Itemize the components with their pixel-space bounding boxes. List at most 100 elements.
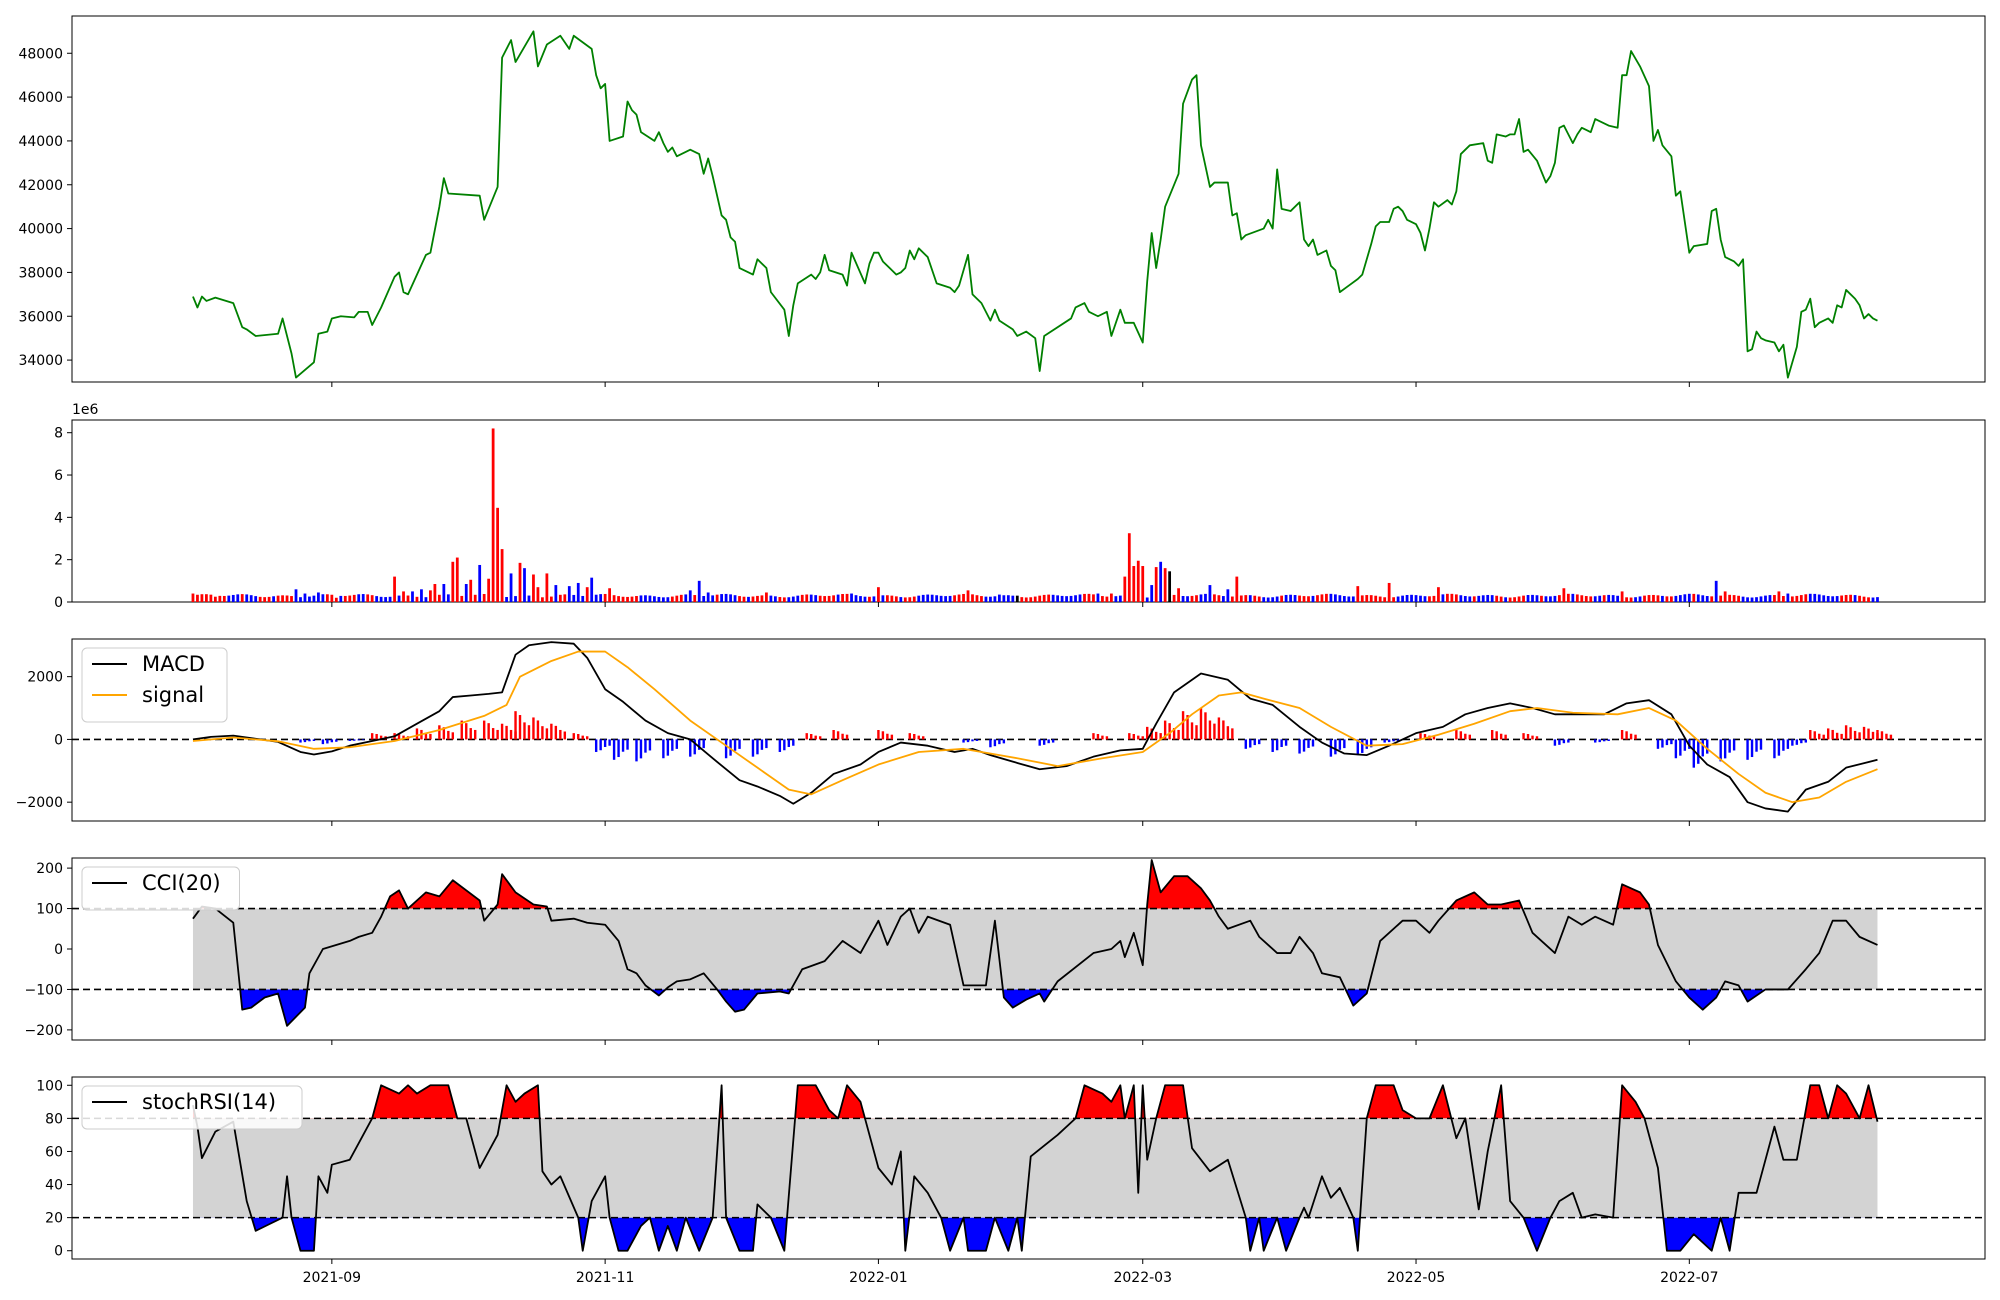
macd-histogram-bar — [577, 733, 580, 740]
macd-histogram-bar — [644, 739, 647, 753]
macd-histogram-bar — [724, 739, 728, 759]
macd-histogram-bar — [693, 739, 696, 755]
macd-histogram-bar — [509, 729, 513, 740]
macd-histogram-bar — [1683, 739, 1687, 751]
macd-histogram-bar — [639, 739, 643, 759]
stochrsi-panel-frame — [71, 1076, 1986, 1260]
macd-histogram-bar — [1186, 715, 1189, 740]
macd-ytick-label: −2000 — [16, 795, 63, 811]
volume-bar — [437, 594, 441, 602]
macd-histogram-bar — [1096, 733, 1100, 740]
volume-bar — [877, 587, 880, 602]
macd-histogram-bar — [1531, 735, 1534, 740]
macd-histogram-bar — [505, 725, 508, 740]
macd-histogram-bar — [1459, 731, 1463, 740]
volume-bar — [1741, 596, 1745, 602]
macd-histogram-bar — [379, 735, 383, 740]
macd-histogram-bar — [362, 739, 365, 741]
volume-bar — [1078, 594, 1082, 602]
volume-bar — [1625, 597, 1628, 602]
volume-bar — [1468, 596, 1472, 602]
macd-histogram-bar — [1522, 733, 1525, 740]
xtick-label: 2021-11 — [576, 1270, 635, 1286]
volume-bar — [1723, 591, 1727, 602]
macd-histogram-bar — [1773, 739, 1776, 759]
volume-bar — [325, 594, 329, 602]
volume-bar — [1168, 571, 1172, 602]
xtick-label: 2022-03 — [1113, 1270, 1172, 1286]
volume-bar — [1441, 594, 1445, 602]
volume-bar — [1387, 582, 1391, 602]
volume-bar — [1799, 595, 1803, 602]
volume-bar — [653, 596, 656, 602]
volume-bar — [1522, 595, 1525, 602]
volume-bar — [868, 596, 871, 602]
volume-panel-frame — [71, 419, 1986, 603]
macd-histogram-bar — [1818, 733, 1821, 740]
volume-bar — [971, 594, 974, 602]
macd-histogram-bar — [1370, 739, 1373, 748]
volume-bar — [1571, 593, 1575, 602]
macd-histogram-bar — [1732, 739, 1736, 751]
volume-bar — [1015, 595, 1019, 602]
macd-histogram-bar — [1594, 739, 1597, 743]
macd-histogram-bar — [733, 739, 737, 751]
volume-bar — [773, 596, 777, 602]
price-ytick-label: 44000 — [18, 134, 63, 150]
volume-bar — [505, 597, 508, 602]
macd-histogram-bar — [500, 723, 504, 740]
volume-bar — [1782, 596, 1785, 602]
macd-histogram-bar — [832, 730, 835, 740]
volume-bar — [312, 595, 316, 602]
volume-bar — [420, 589, 423, 602]
volume-bar — [545, 573, 549, 602]
volume-bar — [1553, 595, 1557, 602]
volume-bar — [1508, 597, 1512, 602]
macd-histogram-bar — [438, 725, 441, 740]
macd-histogram-bar — [998, 739, 1001, 745]
volume-bar — [1876, 597, 1879, 602]
stochrsi-legend: stochRSI(14) — [81, 1085, 303, 1130]
volume-bar — [446, 594, 450, 602]
volume-bar — [944, 596, 948, 602]
volume-bar — [1808, 593, 1812, 602]
volume-bar — [1333, 594, 1337, 602]
macd-histogram-bar — [330, 739, 334, 743]
volume-bar — [993, 596, 997, 602]
macd-histogram-bar — [751, 739, 755, 757]
macd-histogram-bar — [299, 739, 302, 743]
stochrsi-ytick-label: 0 — [54, 1244, 63, 1260]
volume-bar — [1746, 597, 1749, 602]
macd-histogram-bar — [841, 733, 844, 740]
macd-histogram-bar — [1598, 739, 1601, 743]
volume-bar — [962, 593, 965, 602]
macd-histogram-bar — [1795, 739, 1799, 745]
volume-bar — [787, 597, 791, 602]
macd-histogram-bar — [1495, 731, 1498, 740]
signal-line — [192, 650, 1878, 804]
macd-histogram-bar — [1826, 728, 1830, 740]
macd-histogram-bar — [451, 732, 455, 740]
stochrsi-oversold-fill — [192, 1217, 1878, 1251]
volume-bar — [935, 595, 939, 602]
macd-histogram-bar — [312, 739, 316, 741]
macd-histogram-bar — [1423, 733, 1427, 740]
volume-bar — [657, 596, 661, 602]
cci-legend-box — [81, 866, 240, 911]
macd-histogram-bar — [1208, 720, 1212, 740]
volume-bar — [1575, 594, 1579, 602]
volume-bar — [1432, 595, 1436, 602]
volume-bar — [384, 597, 387, 602]
stochrsi-legend-box — [81, 1085, 303, 1130]
xtick-label: 2022-07 — [1660, 1270, 1719, 1286]
volume-bar — [1253, 595, 1257, 602]
volume-bar — [1248, 595, 1252, 602]
volume-bar — [1674, 595, 1678, 602]
volume-bar — [1871, 597, 1875, 602]
volume-bar — [334, 597, 338, 602]
macd-histogram-bar — [1302, 739, 1306, 752]
macd-histogram-bar — [1051, 739, 1055, 743]
stochrsi-ytick-label: 40 — [45, 1178, 63, 1194]
macd-histogram-bar — [1831, 729, 1834, 740]
macd-histogram-bar — [1880, 731, 1884, 740]
